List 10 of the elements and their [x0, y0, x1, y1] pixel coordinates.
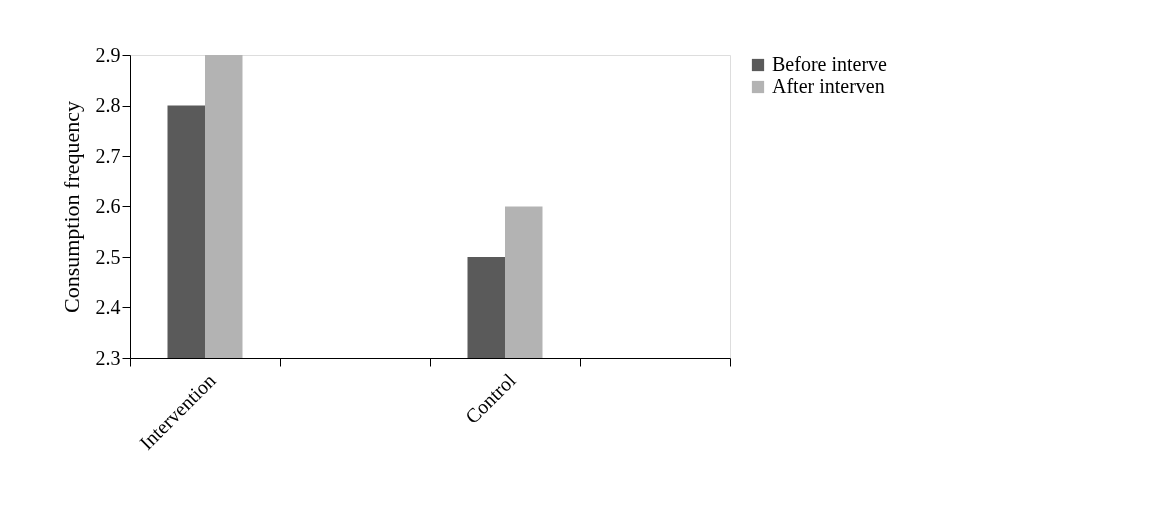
y-axis-title: Consumption frequency [58, 100, 84, 314]
y-tick-label: 2.5 [95, 245, 121, 268]
y-tick-label: 2.8 [95, 94, 121, 116]
y-tick-label: 2.4 [95, 296, 121, 318]
y-tick-label: 2.3 [95, 346, 121, 369]
legend-label: After interven [772, 75, 885, 97]
legend-label: Before interve [772, 53, 888, 75]
y-tick-label: 2.6 [95, 195, 121, 217]
y-tick-label: 2.7 [95, 144, 121, 167]
y-tick-label: 2.9 [95, 43, 121, 66]
